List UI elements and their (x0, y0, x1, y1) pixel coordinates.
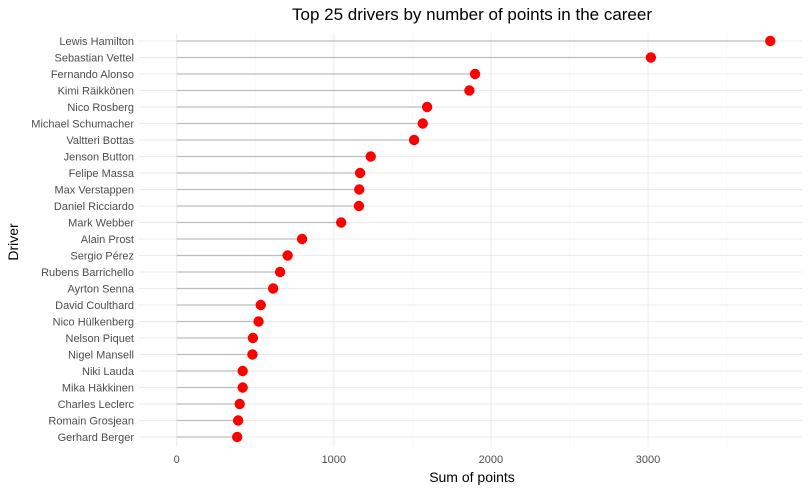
y-tick-label: Nico Hülkenberg (53, 317, 134, 329)
point-charles-leclerc (234, 398, 245, 410)
point-sebastian-vettel (645, 52, 657, 63)
x-tick-label: 2000 (479, 454, 503, 466)
stems (176, 40, 771, 438)
y-tick-label: Mark Webber (68, 218, 134, 230)
y-tick-label: Rubens Barrichello (41, 267, 134, 279)
point-gerhard-berger (231, 431, 243, 443)
point-mika-hakkinen (237, 382, 248, 393)
x-tick-label: 1000 (322, 454, 346, 466)
y-tick-label: Felipe Massa (69, 168, 135, 180)
point-sergio-perez (282, 250, 293, 261)
y-tick-label: Charles Leclerc (58, 399, 135, 411)
y-tick-label: Gerhard Berger (58, 432, 135, 444)
point-niki-lauda (237, 365, 248, 377)
y-tick-label: Fernando Alonso (51, 69, 134, 81)
point-mark-webber (335, 217, 347, 228)
y-tick-label: Nelson Piquet (66, 333, 135, 345)
x-tick-labels: 0 1000 2000 3000 (174, 454, 661, 466)
point-kimi-raikkonen (464, 85, 475, 96)
point-jenson-button (365, 151, 376, 162)
point-felipe-massa (354, 167, 366, 179)
point-valtteri-bottas (408, 134, 420, 146)
point-fernando-alonso (469, 68, 481, 80)
x-tick-label: 3000 (636, 454, 660, 466)
y-tick-label: Alain Prost (81, 234, 134, 246)
point-alain-prost (296, 233, 308, 245)
point-ayrton-senna (267, 283, 279, 294)
point-daniel-ricciardo (353, 200, 365, 212)
y-tick-label: Niki Lauda (82, 366, 135, 378)
y-tick-label: Lewis Hamilton (59, 36, 134, 48)
y-tick-label: Jenson Button (64, 152, 134, 164)
y-tick-label: Valtteri Bottas (66, 135, 134, 147)
point-romain-grosjean (232, 415, 244, 426)
point-nico-rosberg (421, 101, 433, 113)
y-tick-label: Sebastian Vettel (54, 53, 134, 65)
y-tick-label: Ayrton Senna (68, 284, 135, 296)
y-tick-label: Romain Grosjean (48, 416, 134, 428)
y-tick-label: Max Verstappen (55, 185, 135, 197)
point-nigel-mansell (247, 349, 258, 360)
x-tick-label: 0 (174, 454, 180, 466)
point-rubens-barrichello (274, 266, 286, 278)
point-michael-schumacher (417, 118, 428, 129)
y-tick-labels: Lewis Hamilton Sebastian Vettel Fernando A… (31, 36, 135, 444)
y-tick-label: David Coulthard (55, 300, 134, 312)
chart-title: Top 25 drivers by number of points in th… (292, 5, 652, 24)
point-nelson-piquet (247, 332, 259, 344)
y-tick-label: Sergio Pérez (70, 251, 134, 263)
y-tick-label: Michael Schumacher (31, 119, 134, 131)
point-lewis-hamilton (765, 35, 776, 47)
points (231, 35, 776, 443)
x-axis-title: Sum of points (429, 469, 515, 485)
y-tick-label: Nico Rosberg (67, 102, 134, 114)
y-tick-label: Kimi Räikkönen (58, 86, 134, 98)
y-tick-label: Nigel Mansell (68, 350, 134, 362)
point-nico-hulkenberg (253, 316, 264, 327)
y-tick-label: Mika Häkkinen (62, 383, 134, 395)
y-tick-label: Daniel Ricciardo (54, 201, 134, 213)
point-david-coulthard (255, 299, 266, 311)
y-axis-title: Driver (5, 223, 21, 261)
point-max-verstappen (354, 184, 365, 195)
